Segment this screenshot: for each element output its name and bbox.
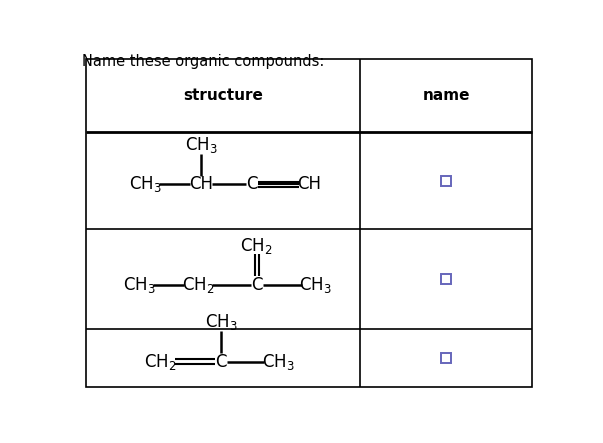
- Text: CH$_3$: CH$_3$: [204, 312, 238, 332]
- Text: CH$_2$: CH$_2$: [182, 275, 214, 295]
- Text: structure: structure: [183, 89, 263, 103]
- Text: C: C: [251, 276, 262, 294]
- Text: CH$_2$: CH$_2$: [241, 236, 273, 256]
- Text: C: C: [246, 175, 258, 194]
- Text: CH$_3$: CH$_3$: [129, 175, 162, 194]
- Text: name: name: [422, 89, 470, 103]
- Text: Name these organic compounds:: Name these organic compounds:: [81, 54, 324, 69]
- Text: CH$_3$: CH$_3$: [122, 275, 156, 295]
- Text: CH$_3$: CH$_3$: [262, 352, 295, 372]
- Text: CH: CH: [189, 175, 213, 194]
- Text: CH$_2$: CH$_2$: [144, 352, 177, 372]
- Text: CH$_3$: CH$_3$: [185, 135, 217, 155]
- Text: C: C: [215, 353, 227, 370]
- Text: CH: CH: [297, 175, 321, 194]
- Text: CH$_3$: CH$_3$: [299, 275, 332, 295]
